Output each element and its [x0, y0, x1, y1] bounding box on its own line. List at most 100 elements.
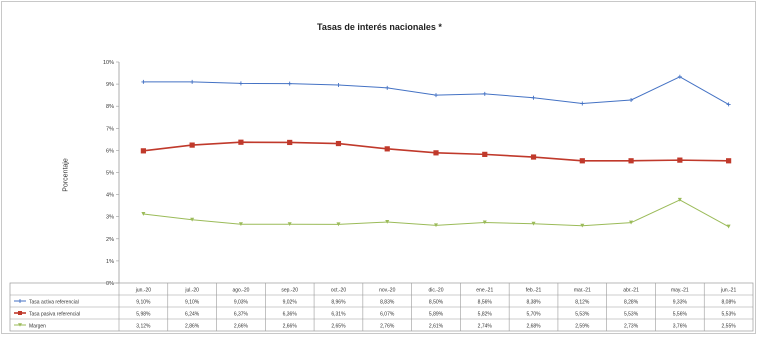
data-point — [629, 220, 634, 225]
data-label: 5,89% — [429, 312, 444, 318]
data-point — [141, 212, 146, 216]
data-point — [628, 158, 634, 164]
data-point — [726, 224, 731, 229]
data-label: 9,10% — [185, 300, 200, 306]
data-label: 9,10% — [136, 300, 151, 306]
data-point — [433, 150, 439, 156]
y-tick-label: 5% — [106, 171, 114, 177]
x-tick-label: nov.-20 — [379, 288, 396, 294]
data-point — [190, 79, 195, 84]
data-label: 5,56% — [673, 312, 688, 318]
data-point — [434, 93, 438, 98]
data-label: 6,31% — [331, 312, 346, 318]
data-point — [335, 140, 342, 147]
series-line-1 — [143, 76, 729, 105]
x-tick-label: oct.-20 — [331, 288, 347, 294]
data-label: 8,56% — [478, 300, 493, 306]
data-label: 5,70% — [526, 312, 541, 318]
data-point — [531, 95, 536, 100]
data-label: 9,33% — [673, 300, 688, 306]
data-point — [140, 148, 146, 154]
data-point — [287, 81, 292, 86]
data-table: jun.-20 jul.-20 ago.-20 sep.-20 oct.-20 nov.-… — [9, 282, 754, 332]
legend-key-marker — [18, 323, 22, 327]
legend-entry: Margen — [29, 324, 46, 330]
data-label: 2,65% — [331, 324, 346, 330]
data-point — [579, 158, 585, 164]
data-point — [238, 139, 244, 145]
data-label: 2,73% — [624, 324, 639, 330]
y-tick-label: 4% — [106, 193, 114, 199]
data-label: 2,68% — [526, 324, 541, 330]
y-tick-label: 6% — [106, 148, 114, 154]
data-point — [287, 222, 292, 227]
y-tick-label: 1% — [106, 259, 114, 265]
data-point — [482, 220, 487, 225]
legend-key-marker — [18, 299, 22, 303]
x-tick-label: jun.-20 — [135, 288, 152, 294]
y-tick-label: 7% — [106, 126, 114, 132]
legend-entry: Tasa pasiva referencial — [29, 312, 80, 318]
y-tick-label: 3% — [106, 215, 114, 221]
y-tick-label: 9% — [106, 82, 114, 88]
y-tick-label: 0% — [106, 281, 114, 287]
data-label: 2,66% — [283, 324, 298, 330]
x-tick-label: feb.-21 — [526, 288, 542, 294]
data-label: 2,61% — [429, 324, 444, 330]
data-label: 2,55% — [722, 324, 737, 330]
x-tick-label: abr.-21 — [623, 288, 639, 294]
data-point — [531, 221, 536, 226]
data-point — [385, 220, 390, 224]
data-label: 2,59% — [575, 324, 590, 330]
data-point — [482, 91, 487, 96]
data-label: 8,50% — [429, 300, 444, 306]
y-tick-label: 10% — [103, 60, 114, 66]
data-label: 5,53% — [722, 312, 737, 318]
data-point — [287, 139, 293, 146]
data-label: 5,53% — [624, 312, 639, 318]
data-label: 2,86% — [185, 324, 200, 330]
data-label: 9,02% — [283, 300, 298, 306]
x-tick-label: ago.-20 — [232, 288, 249, 294]
data-label: 8,83% — [380, 300, 395, 306]
chart-series — [140, 74, 732, 229]
data-point — [580, 223, 585, 228]
data-point — [726, 158, 732, 164]
x-tick-label: sep.-20 — [281, 288, 298, 294]
data-label: 8,38% — [526, 300, 541, 306]
data-point — [629, 98, 634, 103]
data-label: 6,37% — [234, 312, 249, 318]
legend-key-marker — [18, 311, 22, 315]
series-line-3 — [143, 199, 729, 228]
data-point — [677, 197, 682, 202]
y-tick-label: 2% — [106, 237, 114, 243]
data-label: 5,53% — [575, 312, 590, 318]
data-point — [482, 151, 488, 157]
data-label: 8,96% — [331, 300, 346, 306]
x-tick-label: jul.-20 — [184, 288, 199, 294]
legend-entry: Tasa activa referencial — [29, 300, 79, 306]
data-label: 2,76% — [380, 324, 395, 330]
data-point — [189, 142, 195, 148]
data-point — [336, 222, 341, 227]
x-tick-label: jun.-21 — [720, 288, 737, 294]
x-tick-label: mar.-21 — [574, 288, 591, 294]
data-point — [336, 82, 341, 87]
data-point — [580, 101, 585, 106]
data-point — [190, 217, 195, 222]
data-label: 8,28% — [624, 300, 639, 306]
data-label: 6,24% — [185, 312, 200, 318]
x-tick-label: ene.-21 — [476, 288, 493, 294]
data-label: 8,08% — [722, 300, 737, 306]
x-tick-label: dic.-20 — [428, 288, 443, 294]
data-point — [434, 223, 438, 228]
data-label: 3,12% — [136, 324, 151, 330]
data-label: 9,03% — [234, 300, 249, 306]
data-point — [141, 79, 146, 84]
data-label: 3,76% — [673, 324, 688, 330]
data-label: 5,82% — [478, 312, 493, 318]
data-label: 8,12% — [575, 300, 590, 306]
y-tick-label: 8% — [106, 104, 114, 110]
